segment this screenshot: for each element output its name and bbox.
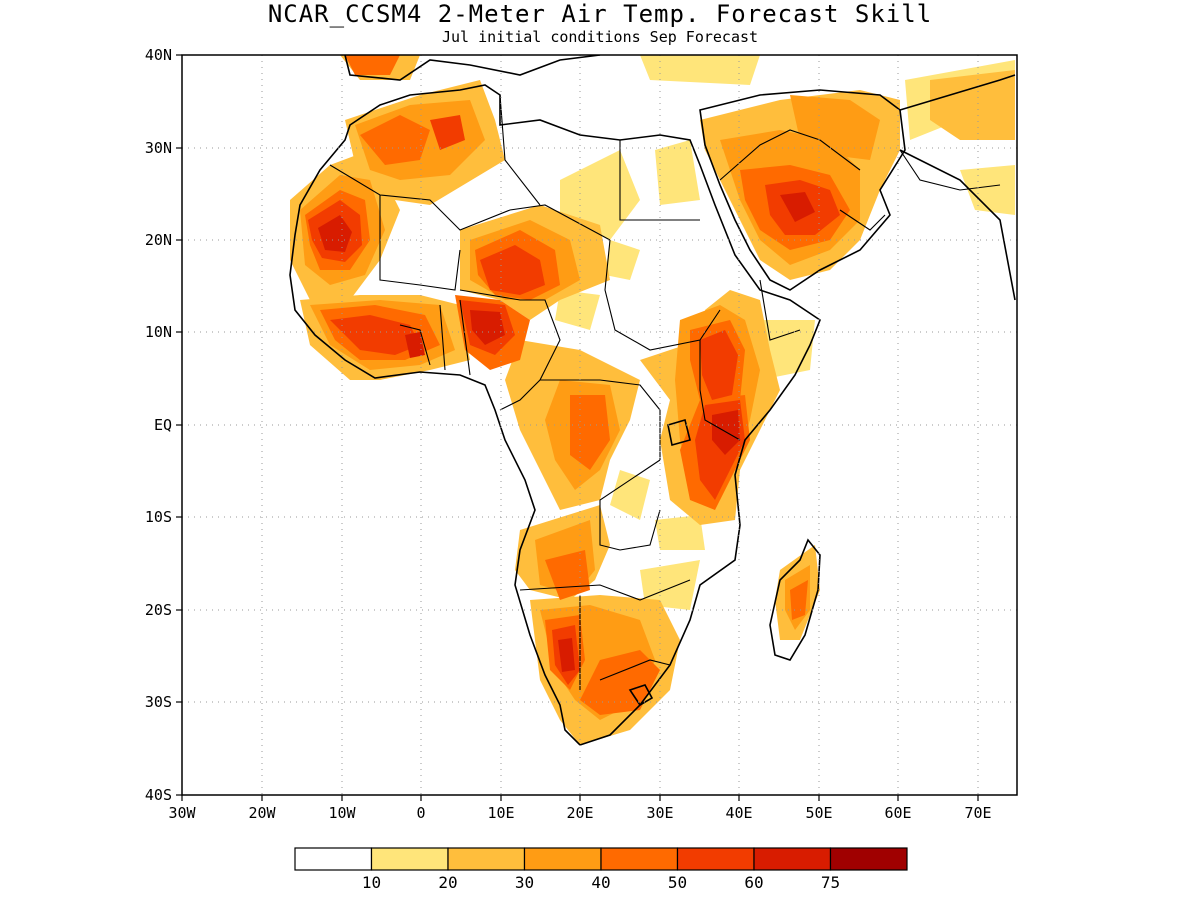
lon-label: 40E (725, 804, 752, 822)
colorbar-box (600, 847, 679, 871)
madagascar-coastline (769, 538, 821, 661)
lesotho-outline (628, 684, 654, 707)
lake-victoria (667, 418, 691, 447)
lon-label: 10W (328, 804, 356, 822)
skill-shading (290, 55, 1015, 745)
colorbar: 10 20 30 40 50 60 75 (294, 847, 908, 892)
asia-coastline (899, 74, 1016, 301)
lon-label: 30W (168, 804, 196, 822)
colorbar-box (753, 847, 832, 871)
africa-coastline (289, 84, 821, 746)
lon-label: 20E (566, 804, 593, 822)
lat-label: 20N (145, 231, 172, 249)
coastlines (289, 55, 1016, 746)
colorbar-label: 20 (438, 873, 457, 892)
lon-label: 50E (805, 804, 832, 822)
colorbar-box (829, 847, 908, 871)
colorbar-box (676, 847, 755, 871)
colorbar-label: 75 (821, 873, 840, 892)
europe-coastline (344, 55, 601, 81)
map-title: NCAR_CCSM4 2-Meter Air Temp. Forecast Sk… (267, 0, 933, 28)
map-subtitle: Jul initial conditions Sep Forecast (441, 28, 759, 46)
lon-label: 20W (248, 804, 276, 822)
lon-label: 10E (487, 804, 514, 822)
colorbar-box (447, 847, 526, 871)
lon-label: 60E (884, 804, 911, 822)
lat-label: 40S (145, 786, 172, 804)
colorbar-box (294, 847, 373, 871)
lat-labels: 40N 30N 20N 10N EQ 10S 20S 30S 40S (145, 46, 172, 804)
lon-label: 70E (964, 804, 991, 822)
colorbar-label: 10 (362, 873, 381, 892)
tick-marks (176, 54, 979, 801)
arabia-coastline (699, 89, 906, 291)
colorbar-label: 50 (668, 873, 687, 892)
colorbar-label: 40 (591, 873, 610, 892)
lat-label: 30S (145, 693, 172, 711)
lat-label: 10S (145, 508, 172, 526)
lat-label: EQ (154, 416, 172, 434)
colorbar-label: 60 (744, 873, 763, 892)
lon-labels: 30W 20W 10W 0 10E 20E 30E 40E 50E 60E 70… (168, 804, 991, 822)
colorbar-label: 30 (515, 873, 534, 892)
colorbar-labels: 10 20 30 40 50 60 75 (362, 873, 840, 892)
lon-label: 0 (416, 804, 425, 822)
colorbar-box (370, 847, 449, 871)
lon-label: 30E (646, 804, 673, 822)
lat-label: 30N (145, 139, 172, 157)
colorbar-box (523, 847, 602, 871)
colorbar-boxes (294, 847, 908, 871)
lat-label: 20S (145, 601, 172, 619)
lat-label: 40N (145, 46, 172, 64)
lat-label: 10N (145, 323, 172, 341)
